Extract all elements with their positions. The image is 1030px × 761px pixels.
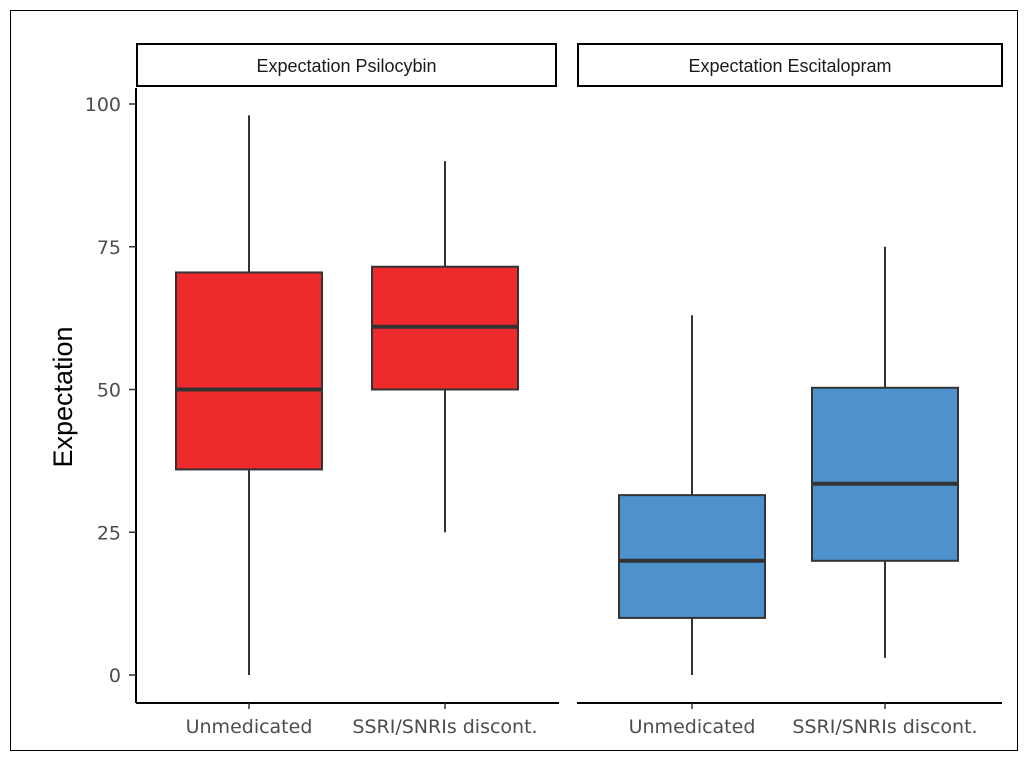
- panel-title: Expectation Psilocybin: [256, 56, 436, 76]
- panel-2: Expectation Escitalopram Unmedicated SSRI/…: [577, 43, 1003, 738]
- panel-title: Expectation Escitalopram: [688, 56, 891, 76]
- y-tick-label: 100: [85, 94, 121, 116]
- iqr-box: [811, 386, 959, 562]
- box-1: Unmedicated: [175, 115, 323, 738]
- panel-strip: [577, 43, 1003, 87]
- box-1: Unmedicated: [618, 315, 766, 738]
- box-2: SSRI/SNRIs discont.: [352, 161, 538, 738]
- iqr-box: [175, 271, 323, 471]
- box-2: SSRI/SNRIs discont.: [792, 246, 978, 738]
- panel-1: Expectation Psilocybin Unmedicated SSRI/SN…: [136, 43, 559, 738]
- x-tick-label: Unmedicated: [186, 716, 313, 738]
- y-tick-label: 75: [97, 237, 121, 259]
- x-tick-label: SSRI/SNRIs discont.: [792, 716, 977, 738]
- y-tick-label: 0: [109, 665, 121, 687]
- panels: Expectation Psilocybin Unmedicated SSRI/SN…: [136, 43, 1003, 738]
- y-tick-label: 50: [97, 380, 121, 402]
- y-tick-label: 25: [97, 522, 121, 544]
- figure-frame: [10, 10, 1018, 751]
- x-tick-label: Unmedicated: [629, 716, 756, 738]
- y-axis-label: Expectation: [48, 326, 78, 467]
- x-tick-label: SSRI/SNRIs discont.: [352, 716, 537, 738]
- panel-strip: [136, 43, 557, 87]
- y-axis: 0 25 50 75 100: [85, 88, 137, 703]
- iqr-box: [618, 494, 766, 619]
